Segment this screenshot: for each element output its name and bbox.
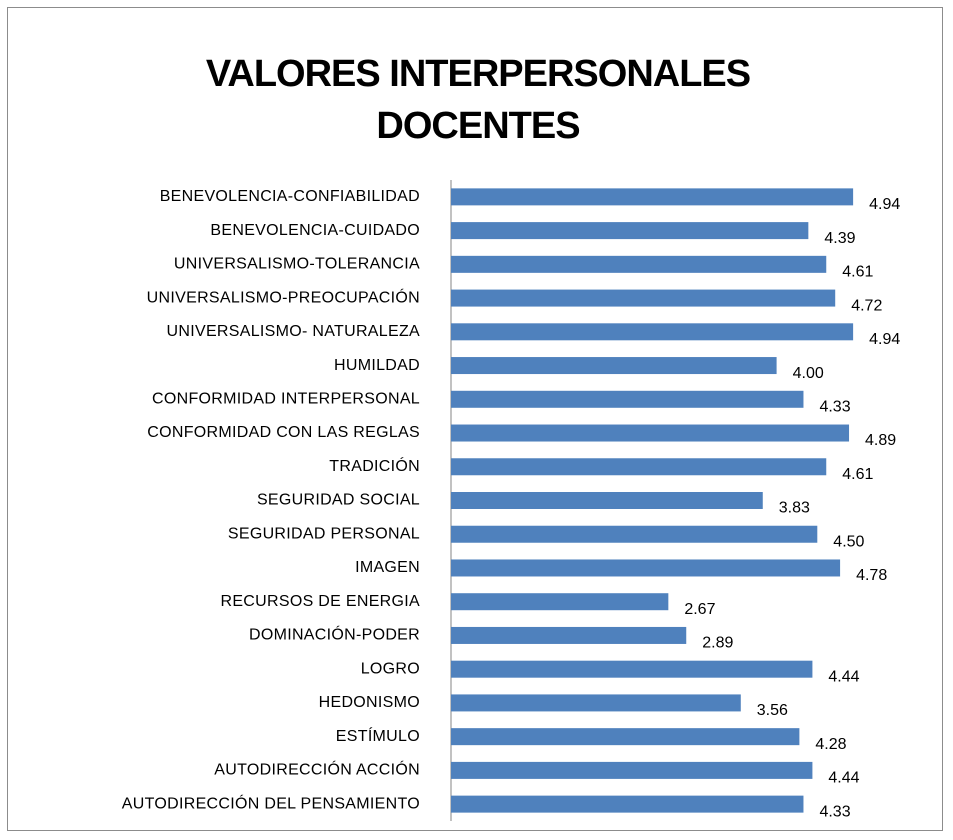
bar [451,492,763,509]
data-label: 4.78 [856,567,887,584]
data-label: 4.94 [869,331,900,348]
chart-frame [7,7,943,831]
y-tick-label: TRADICIÓN [329,456,420,475]
y-tick-label: BENEVOLENCIA-CONFIABILIDAD [160,188,420,205]
bar [451,222,809,240]
bar [451,525,818,543]
y-tick-label: UNIVERSALISMO-TOLERANCIA [174,256,420,273]
y-tick-label: RECURSOS DE ENERGIA [220,593,420,610]
data-label: 4.94 [869,196,900,213]
y-tick-label: BENEVOLENCIA-CUIDADO [210,222,420,239]
chart-title: VALORES INTERPERSONALES DOCENTES [205,53,751,147]
data-label: 2.67 [684,601,715,618]
data-label: 3.56 [757,702,788,719]
y-tick-label: IMAGEN [355,559,420,576]
y-tick-label: HEDONISMO [319,694,420,711]
data-label: 4.72 [851,297,882,314]
bar [451,458,827,476]
bar [451,255,827,273]
data-label: 4.89 [865,432,896,449]
bar [451,660,813,678]
y-tick-label: LOGRO [361,660,420,677]
bar [451,559,841,577]
y-tick-label: HUMILDAD [334,357,420,374]
y-tick-label: UNIVERSALISMO- NATURALEZA [167,323,420,340]
data-label: 4.61 [842,466,873,483]
y-tick-label: CONFORMIDAD CON LAS REGLAS [147,424,420,441]
data-label: 4.28 [815,736,846,753]
y-tick-label: AUTODIRECCIÓN ACCIÓN [214,760,420,779]
data-label: 4.39 [824,230,855,247]
bar [451,424,850,442]
data-label: 4.33 [819,399,850,416]
y-tick-label: ESTÍMULO [336,726,420,745]
y-tick-label: SEGURIDAD SOCIAL [257,492,420,509]
bar [451,694,741,712]
bar [451,289,836,307]
bar [451,728,800,746]
bar [451,593,669,611]
bar [451,795,804,813]
bar [451,626,687,644]
y-tick-label: UNIVERSALISMO-PREOCUPACIÓN [147,287,420,306]
y-tick-label: DOMINACIÓN-PODER [249,625,420,644]
data-label: 2.89 [702,635,733,652]
bar [451,188,854,206]
data-label: 4.00 [793,365,824,382]
y-tick-label: SEGURIDAD PERSONAL [228,525,420,542]
data-label: 4.44 [828,668,859,685]
bar [451,761,813,779]
y-tick-label: AUTODIRECCIÓN DEL PENSAMIENTO [122,793,420,812]
data-label: 4.61 [842,264,873,281]
bar [451,390,804,408]
data-label: 3.83 [779,500,810,517]
y-tick-label: CONFORMIDAD INTERPERSONAL [152,391,420,408]
data-label: 4.50 [833,533,864,550]
bar [451,323,854,341]
data-label: 4.44 [828,770,859,787]
data-label: 4.33 [819,803,850,820]
bar [451,357,777,375]
